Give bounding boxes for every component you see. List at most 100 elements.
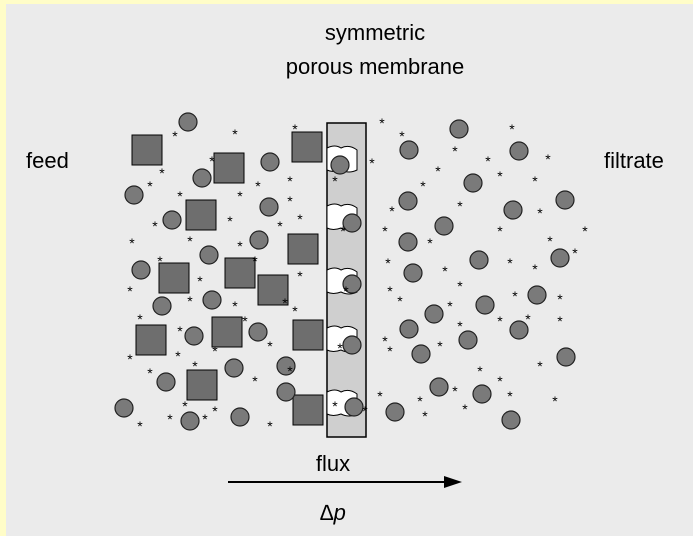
medium-particle xyxy=(178,112,198,132)
small-particle: * xyxy=(237,238,243,254)
title-line: porous membrane xyxy=(286,54,465,79)
flux-label: flux xyxy=(316,451,350,476)
medium-particle xyxy=(224,358,244,378)
small-particle: * xyxy=(362,403,368,419)
pressure-label: ∆p xyxy=(320,500,346,525)
small-particle: * xyxy=(167,411,173,427)
small-particle: * xyxy=(192,358,198,374)
medium-particle xyxy=(180,411,200,431)
medium-particle xyxy=(424,304,444,324)
small-particle: * xyxy=(437,338,443,354)
small-particle: * xyxy=(572,245,578,261)
medium-particle xyxy=(202,290,222,310)
small-particle: * xyxy=(332,398,338,414)
small-particle: * xyxy=(435,163,441,179)
small-particle: * xyxy=(129,235,135,251)
large-particle xyxy=(213,152,245,184)
large-particle xyxy=(287,233,319,265)
small-particle: * xyxy=(187,233,193,249)
small-particle: * xyxy=(237,188,243,204)
small-particle: * xyxy=(332,173,338,189)
small-particle: * xyxy=(497,373,503,389)
small-particle: * xyxy=(379,115,385,131)
medium-particle xyxy=(276,382,296,402)
medium-particle xyxy=(449,119,469,139)
medium-particle xyxy=(458,330,478,350)
small-particle: * xyxy=(497,313,503,329)
small-particle: * xyxy=(485,153,491,169)
small-particle: * xyxy=(137,311,143,327)
small-particle: * xyxy=(457,198,463,214)
small-particle: * xyxy=(557,291,563,307)
small-particle: * xyxy=(427,235,433,251)
medium-particle xyxy=(131,260,151,280)
medium-particle xyxy=(385,402,405,422)
small-particle: * xyxy=(497,223,503,239)
large-particle xyxy=(211,316,243,348)
small-particle: * xyxy=(457,278,463,294)
medium-particle xyxy=(475,295,495,315)
small-particle: * xyxy=(297,211,303,227)
medium-particle xyxy=(249,230,269,250)
medium-particle xyxy=(162,210,182,230)
medium-particle xyxy=(398,232,418,252)
medium-particle xyxy=(156,372,176,392)
small-particle: * xyxy=(287,193,293,209)
medium-particle xyxy=(230,407,250,427)
small-particle: * xyxy=(287,363,293,379)
small-particle: * xyxy=(512,288,518,304)
small-particle: * xyxy=(157,253,163,269)
small-particle: * xyxy=(127,351,133,367)
small-particle: * xyxy=(227,213,233,229)
small-particle: * xyxy=(582,223,588,239)
small-particle: * xyxy=(507,388,513,404)
small-particle: * xyxy=(382,223,388,239)
medium-particle xyxy=(260,152,280,172)
small-particle: * xyxy=(545,151,551,167)
medium-particle xyxy=(556,347,576,367)
small-particle: * xyxy=(187,293,193,309)
small-particle: * xyxy=(252,373,258,389)
small-particle: * xyxy=(147,178,153,194)
small-particle: * xyxy=(387,343,393,359)
large-particle xyxy=(185,199,217,231)
small-particle: * xyxy=(369,155,375,171)
medium-particle xyxy=(555,190,575,210)
small-particle: * xyxy=(197,273,203,289)
small-particle: * xyxy=(457,318,463,334)
medium-particle xyxy=(501,410,521,430)
small-particle: * xyxy=(507,255,513,271)
small-particle: * xyxy=(340,223,346,239)
medium-particle xyxy=(503,200,523,220)
small-particle: * xyxy=(297,268,303,284)
small-particle: * xyxy=(212,403,218,419)
small-particle: * xyxy=(147,365,153,381)
small-particle: * xyxy=(252,253,258,269)
large-particle xyxy=(131,134,163,166)
small-particle: * xyxy=(255,178,261,194)
small-particle: * xyxy=(497,168,503,184)
small-particle: * xyxy=(182,398,188,414)
small-particle: * xyxy=(447,298,453,314)
small-particle: * xyxy=(177,188,183,204)
small-particle: * xyxy=(267,338,273,354)
medium-particle xyxy=(342,335,362,355)
small-particle: * xyxy=(242,313,248,329)
small-particle: * xyxy=(462,401,468,417)
small-particle: * xyxy=(387,283,393,299)
medium-particle xyxy=(411,344,431,364)
particles: * * * * * * * * * * * * * * * * * * * * * * * * * * * * * * * * * * * * * * * *… xyxy=(114,112,588,434)
small-particle: * xyxy=(212,343,218,359)
small-particle: * xyxy=(389,203,395,219)
small-particle: * xyxy=(422,408,428,424)
small-particle: * xyxy=(532,173,538,189)
small-particle: * xyxy=(452,383,458,399)
arrow-head xyxy=(444,476,462,488)
small-particle: * xyxy=(509,121,515,137)
medium-particle xyxy=(342,213,362,233)
medium-particle xyxy=(199,245,219,265)
small-particle: * xyxy=(532,261,538,277)
medium-particle xyxy=(469,250,489,270)
medium-particle xyxy=(434,216,454,236)
